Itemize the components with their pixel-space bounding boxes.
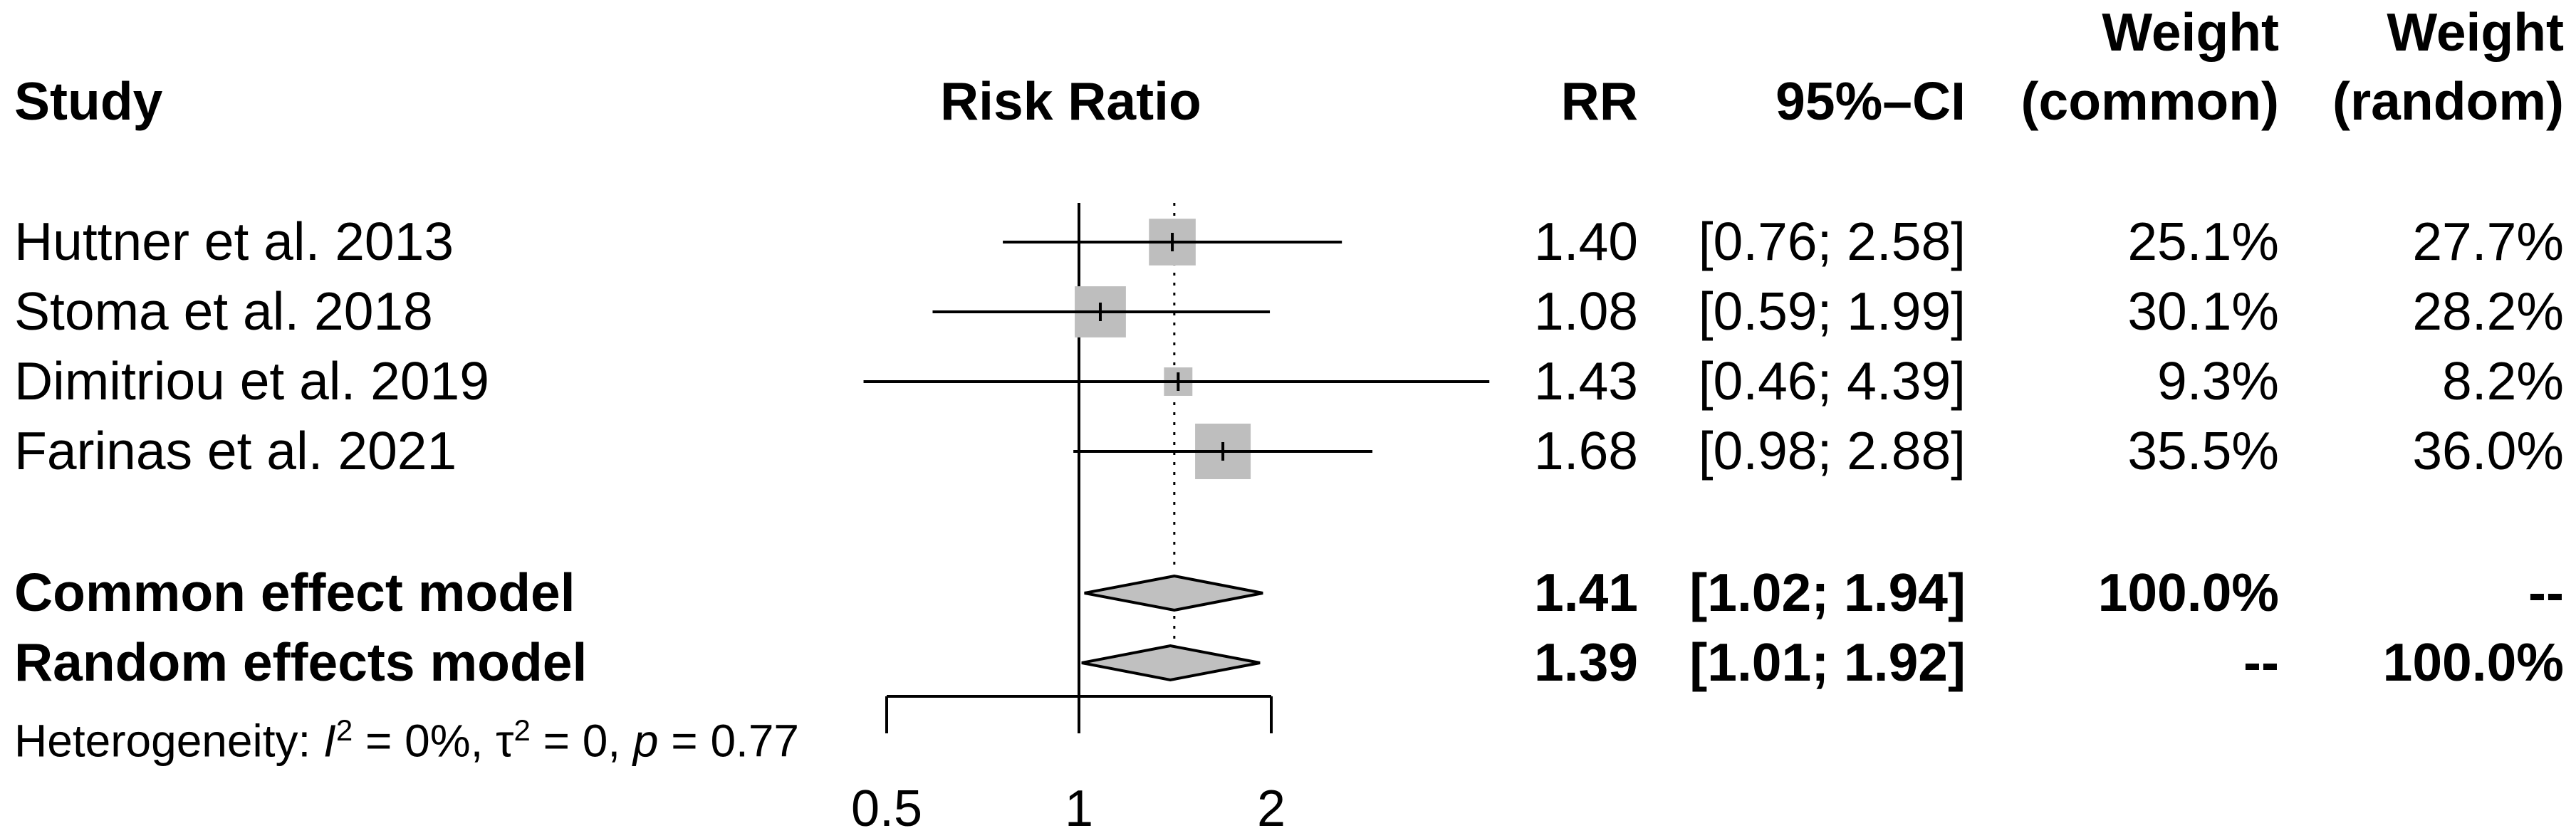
model-ci: [1.02; 1.94] [1689, 562, 1966, 622]
study-rr: 1.08 [1534, 281, 1638, 341]
model-weight-common: -- [2243, 632, 2279, 692]
study-rr: 1.43 [1534, 351, 1638, 411]
study-weight-common: 9.3% [2157, 351, 2279, 411]
model-rr: 1.41 [1534, 562, 1638, 622]
study-rr: 1.40 [1534, 211, 1638, 271]
study-ci: [0.46; 4.39] [1698, 351, 1966, 411]
x-tick-label: 1 [1064, 780, 1094, 837]
summary-diamond [1081, 644, 1261, 682]
header-rr: RR [1560, 71, 1638, 131]
model-name: Common effect model [14, 562, 575, 622]
study-weight-random: 8.2% [2442, 351, 2564, 411]
header-study: Study [14, 71, 163, 131]
study-weight-random: 28.2% [2412, 281, 2564, 341]
model-weight-common: 100.0% [2097, 562, 2279, 622]
study-weight-common: 25.1% [2127, 211, 2279, 271]
het-p-value: = 0.77 [658, 715, 799, 767]
summary-diamond [1084, 574, 1263, 612]
header-ci: 95%–CI [1775, 71, 1966, 131]
study-weight-random: 27.7% [2412, 211, 2564, 271]
model-weight-random: 100.0% [2382, 632, 2564, 692]
study-ci: [0.98; 2.88] [1698, 421, 1966, 481]
model-weight-random: -- [2528, 562, 2564, 622]
het-i2-symbol: I [323, 715, 336, 767]
study-weight-common: 35.5% [2127, 421, 2279, 481]
heterogeneity-text: Heterogeneity: I2 = 0%, τ2 = 0, p = 0.77 [14, 713, 799, 767]
het-tau-value: = 0, [530, 715, 633, 767]
het-p-symbol: p [632, 715, 659, 767]
study-weight-common: 30.1% [2127, 281, 2279, 341]
model-rr: 1.39 [1534, 632, 1638, 692]
model-ci: [1.01; 1.92] [1689, 632, 1966, 692]
study-name: Farinas et al. 2021 [14, 421, 457, 481]
het-prefix: Heterogeneity: [14, 715, 324, 767]
header-weight-random: Weight [2387, 2, 2564, 62]
study-name: Dimitriou et al. 2019 [14, 351, 489, 411]
x-tick-label: 2 [1256, 780, 1286, 837]
study-name: Stoma et al. 2018 [14, 281, 433, 341]
study-ci: [0.59; 1.99] [1698, 281, 1966, 341]
study-weight-random: 36.0% [2412, 421, 2564, 481]
het-tau-symbol: τ [496, 715, 514, 767]
study-rr: 1.68 [1534, 421, 1638, 481]
header-weight-common-sub: (common) [2020, 71, 2279, 131]
header-weight-common: Weight [2102, 2, 2279, 62]
model-name: Random effects model [14, 632, 588, 692]
study-name: Huttner et al. 2013 [14, 211, 454, 271]
x-tick-label: 0.5 [850, 780, 923, 837]
study-ci: [0.76; 2.58] [1698, 211, 1966, 271]
het-i2-value: = 0%, [353, 715, 496, 767]
header-risk-ratio: Risk Ratio [940, 71, 1201, 131]
header-weight-random-sub: (random) [2332, 71, 2564, 131]
